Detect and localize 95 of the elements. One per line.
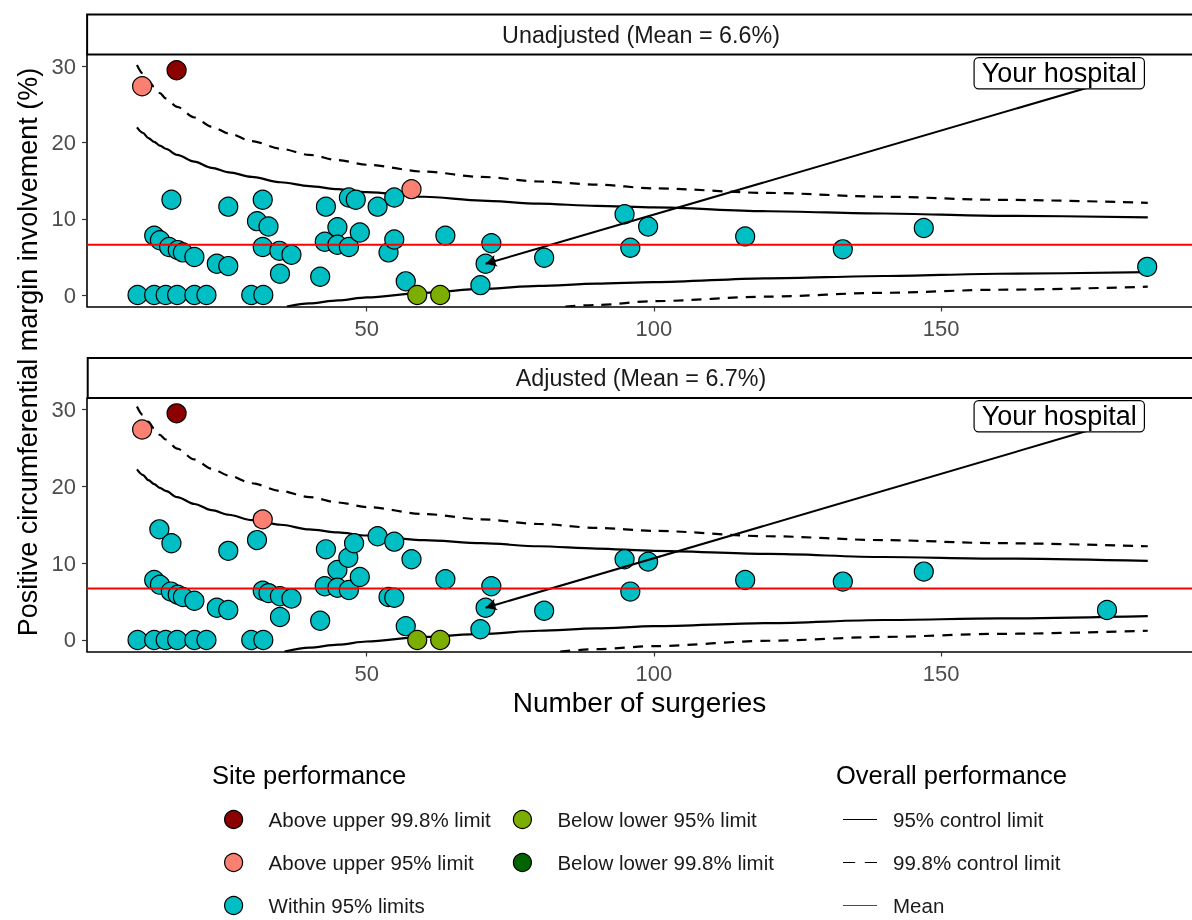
point bbox=[127, 284, 148, 306]
point bbox=[315, 539, 337, 560]
point bbox=[430, 629, 451, 651]
y-tick-label: 0 bbox=[63, 282, 76, 308]
legend-label: Above upper 99.8% limit bbox=[268, 808, 492, 831]
y-tick-label: 0 bbox=[63, 627, 76, 653]
point bbox=[132, 76, 153, 97]
point bbox=[343, 533, 365, 554]
point bbox=[252, 189, 273, 210]
point bbox=[149, 519, 170, 540]
point bbox=[638, 216, 659, 237]
point bbox=[281, 588, 302, 609]
point bbox=[401, 179, 422, 200]
point bbox=[349, 222, 370, 243]
x-tick-label: 100 bbox=[635, 316, 673, 341]
point bbox=[281, 244, 302, 265]
point bbox=[196, 629, 217, 651]
point bbox=[184, 246, 205, 268]
x-tick-label: 50 bbox=[354, 661, 379, 686]
legend-label: Above upper 95% limit bbox=[268, 851, 475, 874]
point bbox=[435, 569, 456, 590]
point bbox=[470, 275, 491, 296]
point bbox=[132, 419, 153, 440]
point bbox=[401, 549, 422, 570]
chart-title: Adjusted (Mean = 6.7%) bbox=[515, 365, 767, 391]
point bbox=[614, 204, 635, 225]
point bbox=[430, 284, 451, 306]
x-axis-title: Number of surgeries bbox=[512, 687, 767, 718]
point bbox=[614, 549, 635, 570]
y-tick-label: 30 bbox=[51, 397, 76, 423]
point bbox=[246, 530, 268, 551]
chart-title: Unadjusted (Mean = 6.6%) bbox=[502, 21, 780, 48]
point bbox=[310, 610, 331, 631]
y-tick-label: 20 bbox=[51, 130, 76, 156]
point bbox=[196, 284, 217, 306]
x-tick-label: 100 bbox=[635, 661, 673, 686]
legend-label: 99.8% control limit bbox=[893, 851, 1061, 874]
y-tick-label: 10 bbox=[51, 206, 76, 232]
text: Overall performance bbox=[836, 761, 1068, 789]
point bbox=[127, 629, 148, 651]
point bbox=[735, 226, 756, 247]
legend-label: Within 95% limits bbox=[268, 894, 425, 917]
point bbox=[218, 599, 239, 621]
point bbox=[1096, 599, 1118, 621]
point bbox=[258, 216, 279, 237]
point bbox=[327, 217, 348, 238]
point bbox=[345, 189, 366, 210]
point bbox=[534, 600, 555, 621]
point bbox=[367, 526, 388, 547]
point bbox=[218, 196, 239, 217]
point bbox=[349, 566, 370, 588]
point bbox=[161, 533, 182, 554]
point bbox=[310, 266, 331, 287]
point bbox=[395, 616, 416, 637]
x-tick-label: 150 bbox=[922, 316, 960, 341]
x-tick-label: 150 bbox=[922, 661, 960, 686]
point bbox=[252, 509, 273, 530]
point bbox=[384, 587, 405, 608]
point bbox=[184, 590, 205, 611]
y-tick-label: 10 bbox=[51, 550, 76, 576]
annotation: Your hospital bbox=[981, 400, 1137, 431]
point bbox=[167, 629, 188, 651]
y-tick-label: 20 bbox=[51, 473, 76, 499]
point bbox=[367, 196, 388, 217]
point bbox=[315, 196, 337, 217]
point bbox=[253, 284, 274, 306]
point bbox=[395, 271, 416, 292]
point bbox=[167, 284, 188, 306]
legend-label: Below lower 95% limit bbox=[557, 808, 758, 831]
point bbox=[913, 561, 934, 582]
legend-title: Site performance bbox=[212, 761, 407, 789]
point bbox=[269, 263, 291, 284]
legend-label: 95% control limit bbox=[893, 808, 1044, 831]
point bbox=[269, 606, 291, 628]
point bbox=[218, 540, 239, 561]
x-tick-label: 50 bbox=[354, 316, 379, 341]
point bbox=[1137, 256, 1158, 277]
y-tick-label: 30 bbox=[51, 53, 76, 79]
point bbox=[534, 247, 555, 268]
point bbox=[470, 619, 491, 640]
point bbox=[407, 629, 428, 651]
point bbox=[166, 403, 187, 424]
point bbox=[253, 629, 274, 651]
legend-label: Mean bbox=[893, 894, 945, 917]
point bbox=[161, 189, 182, 210]
legend-label: Below lower 99.8% limit bbox=[557, 851, 775, 874]
point bbox=[384, 531, 405, 552]
point bbox=[913, 217, 934, 239]
point bbox=[407, 284, 428, 306]
y-axis-title: Positive circumferential margin involvement (%) bbox=[12, 67, 43, 637]
point bbox=[218, 256, 239, 277]
point bbox=[166, 60, 187, 81]
point bbox=[435, 225, 456, 246]
point bbox=[384, 187, 405, 208]
annotation: Your hospital bbox=[981, 57, 1137, 88]
